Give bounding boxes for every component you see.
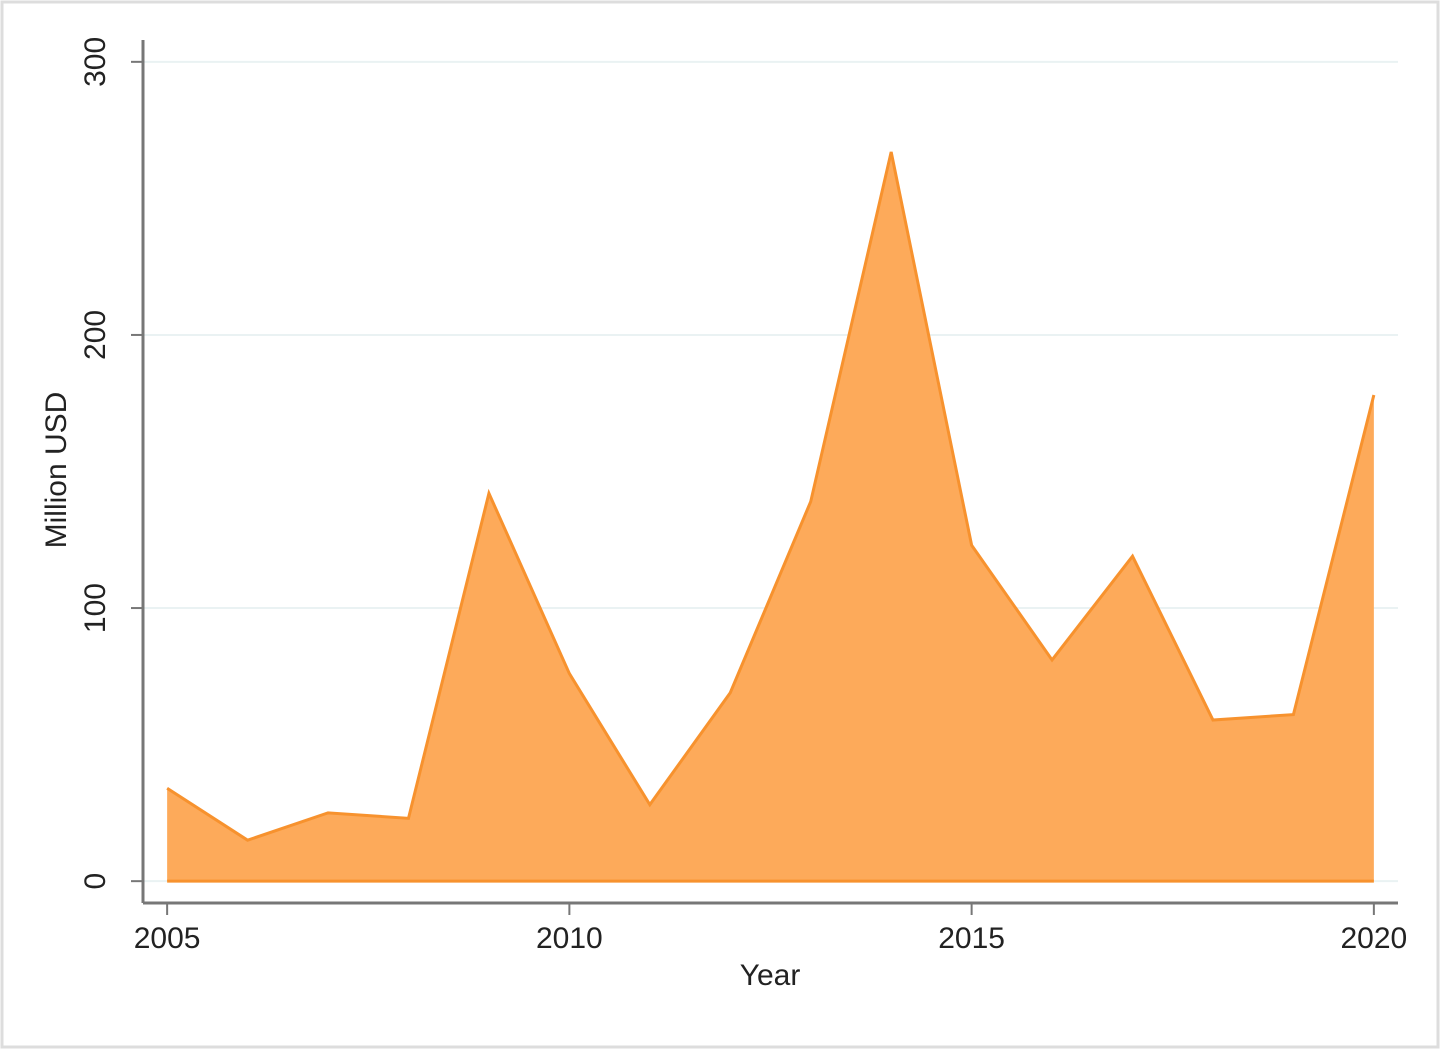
y-tick-label: 300: [79, 37, 112, 87]
x-tick-label: 2005: [134, 922, 201, 955]
area-fill: [167, 151, 1374, 882]
y-tick-label: 100: [79, 583, 112, 633]
x-tick-label: 2020: [1340, 922, 1407, 955]
x-tick-label: 2010: [536, 922, 603, 955]
y-tick-label: 200: [79, 310, 112, 360]
x-axis-label: Year: [740, 959, 801, 992]
x-tick-label: 2015: [938, 922, 1005, 955]
y-tick-label: 0: [79, 873, 112, 890]
y-axis-label: Million USD: [40, 392, 73, 549]
area-line: [166, 151, 1376, 842]
